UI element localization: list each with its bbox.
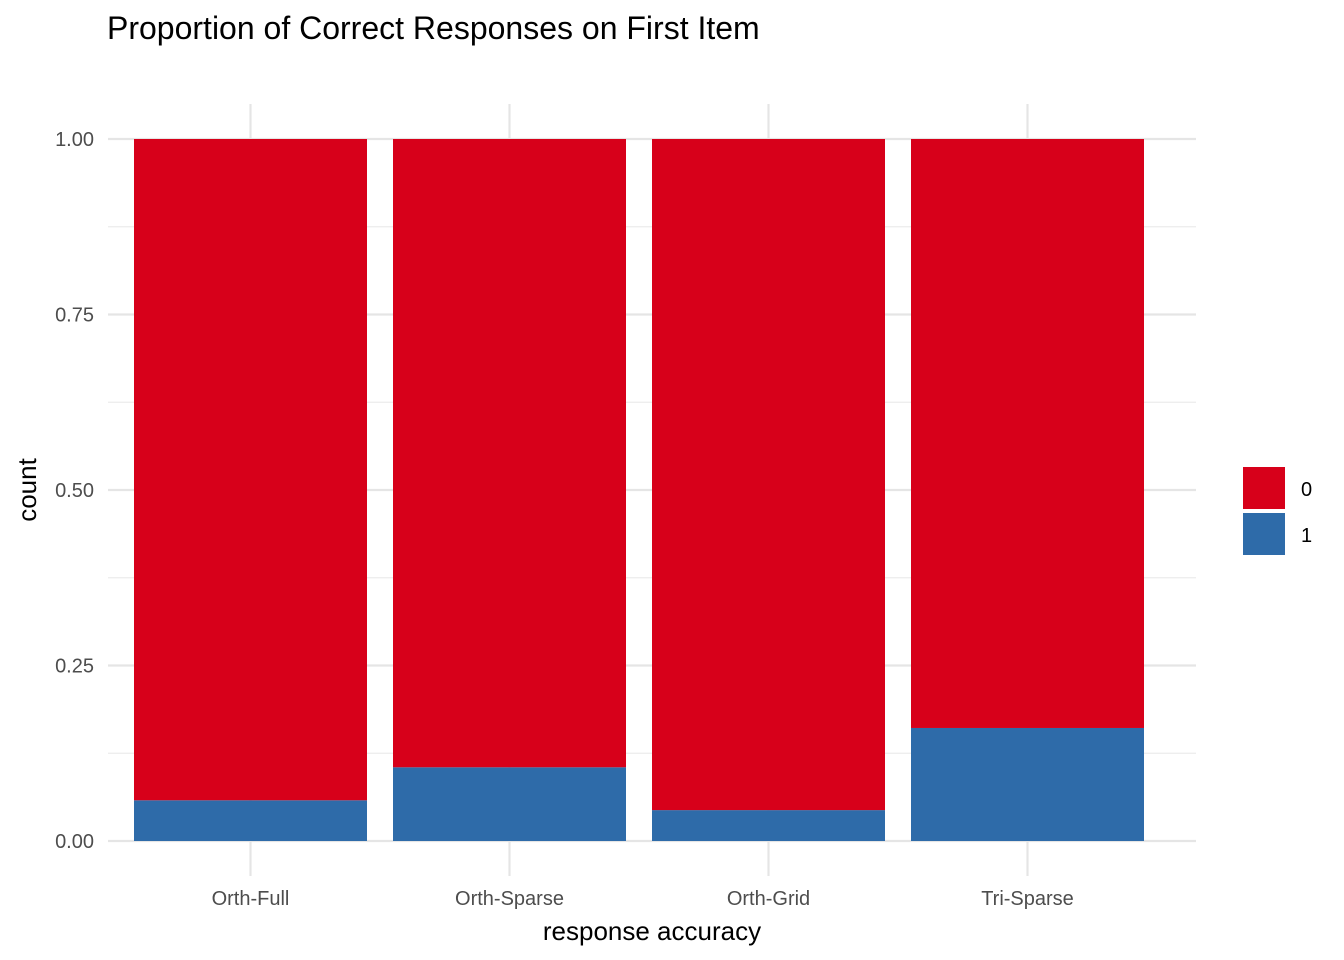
legend-label-1: 1	[1301, 525, 1312, 547]
legend-label-0: 0	[1301, 479, 1312, 501]
x-tick-label: Orth-Sparse	[455, 888, 564, 910]
x-tick-label: Tri-Sparse	[981, 888, 1074, 910]
legend-key-1	[1243, 513, 1285, 555]
y-tick-label: 0.75	[55, 305, 94, 327]
y-tick-label: 1.00	[55, 129, 94, 151]
y-axis-title: count	[12, 457, 42, 521]
x-tick-label: Orth-Full	[212, 888, 290, 910]
x-axis-ticks: Orth-Full Orth-Sparse Orth-Grid Tri-Sparse	[212, 888, 1074, 910]
y-tick-label: 0.25	[55, 656, 94, 678]
bar-orth-full-1	[134, 800, 367, 841]
bar-tri-sparse-1	[911, 727, 1144, 841]
chart-title: Proportion of Correct Responses on First…	[107, 10, 760, 46]
y-axis-ticks: 0.00 0.25 0.50 0.75 1.00	[55, 129, 94, 853]
bars	[134, 139, 1144, 841]
legend-key-0	[1243, 467, 1285, 509]
bar-orth-sparse-1	[393, 767, 626, 841]
x-tick-label: Orth-Grid	[727, 888, 810, 910]
legend: 01	[1243, 467, 1312, 555]
bar-orth-sparse-0	[393, 139, 626, 768]
bar-orth-grid-0	[652, 139, 885, 811]
y-tick-label: 0.00	[55, 831, 94, 853]
bar-orth-grid-1	[652, 810, 885, 841]
x-axis-title: response accuracy	[543, 916, 761, 946]
bar-tri-sparse-0	[911, 139, 1144, 728]
bar-orth-full-0	[134, 139, 367, 801]
y-tick-label: 0.50	[55, 480, 94, 502]
